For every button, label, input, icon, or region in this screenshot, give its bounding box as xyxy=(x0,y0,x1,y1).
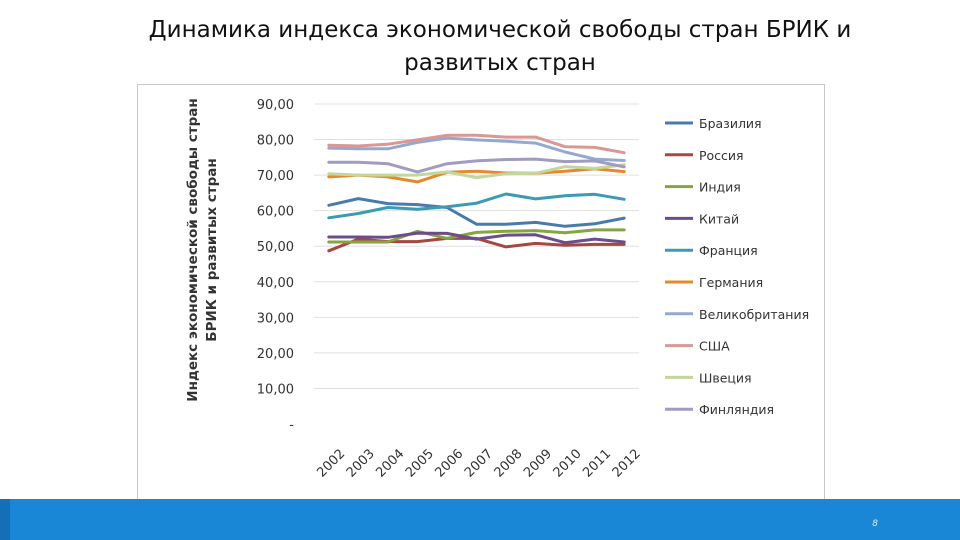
slide-title-line-1: Динамика индекса экономической свободы с… xyxy=(148,17,852,43)
x-tick-label: 2011 xyxy=(580,447,614,481)
legend-label: Индия xyxy=(699,180,741,195)
x-tick-label: 2006 xyxy=(432,447,466,481)
y-tick-label: 10,00 xyxy=(257,382,294,397)
y-tick-label: 30,00 xyxy=(257,311,294,326)
x-tick-label: 2004 xyxy=(373,447,407,481)
series-line xyxy=(327,136,626,162)
series-line xyxy=(327,157,626,174)
y-tick-label: 20,00 xyxy=(257,347,294,362)
chart-frame xyxy=(137,84,825,500)
x-tick-label: 2002 xyxy=(314,447,348,481)
legend-label: Китай xyxy=(699,211,739,226)
y-tick-label: - xyxy=(289,418,294,433)
x-tick-label: 2012 xyxy=(610,447,644,481)
x-tick-label: 2009 xyxy=(521,447,555,481)
series-line xyxy=(327,163,626,180)
legend-label: Великобритания xyxy=(699,307,809,322)
x-tick-label: 2007 xyxy=(462,447,496,481)
y-axis-title-line-2: БРИК и развитых стран xyxy=(204,158,220,341)
legend-label: США xyxy=(699,339,730,354)
legend-label: Россия xyxy=(699,148,744,163)
y-axis-title-line-1: Индекс экономической свободы стран xyxy=(185,98,201,401)
series-line xyxy=(327,197,626,228)
line-chart: - 10,00 20,00 30,00 40,00 50,00 60,00 70,00 80,0… xyxy=(185,98,809,481)
slide-title-line-2: развитых стран xyxy=(404,50,596,76)
x-tick-label: 2010 xyxy=(551,447,585,481)
y-tick-label: 40,00 xyxy=(257,276,294,291)
x-tick-label: 2005 xyxy=(403,447,437,481)
x-tick-label: 2003 xyxy=(344,447,378,481)
legend-label: Бразилия xyxy=(699,116,762,131)
y-tick-label: 60,00 xyxy=(257,205,294,220)
series-line xyxy=(327,228,626,244)
legend-label: Германия xyxy=(699,275,763,290)
y-tick-label: 70,00 xyxy=(257,169,294,184)
footer-accent xyxy=(0,499,10,540)
series-line xyxy=(327,192,626,220)
legend-label: Финляндия xyxy=(699,402,774,417)
legend-label: Франция xyxy=(699,243,758,258)
page-number: 8 xyxy=(872,519,878,529)
y-tick-label: 80,00 xyxy=(257,134,294,149)
y-tick-label: 50,00 xyxy=(257,240,294,255)
y-tick-label: 90,00 xyxy=(257,98,294,113)
series-line xyxy=(327,231,626,245)
x-tick-label: 2008 xyxy=(492,447,526,481)
legend-label: Швеция xyxy=(699,370,752,385)
slide-title: Динамика индекса экономической свободы с… xyxy=(140,14,860,80)
footer-bar: 8 xyxy=(0,499,960,540)
series-line xyxy=(327,133,626,155)
